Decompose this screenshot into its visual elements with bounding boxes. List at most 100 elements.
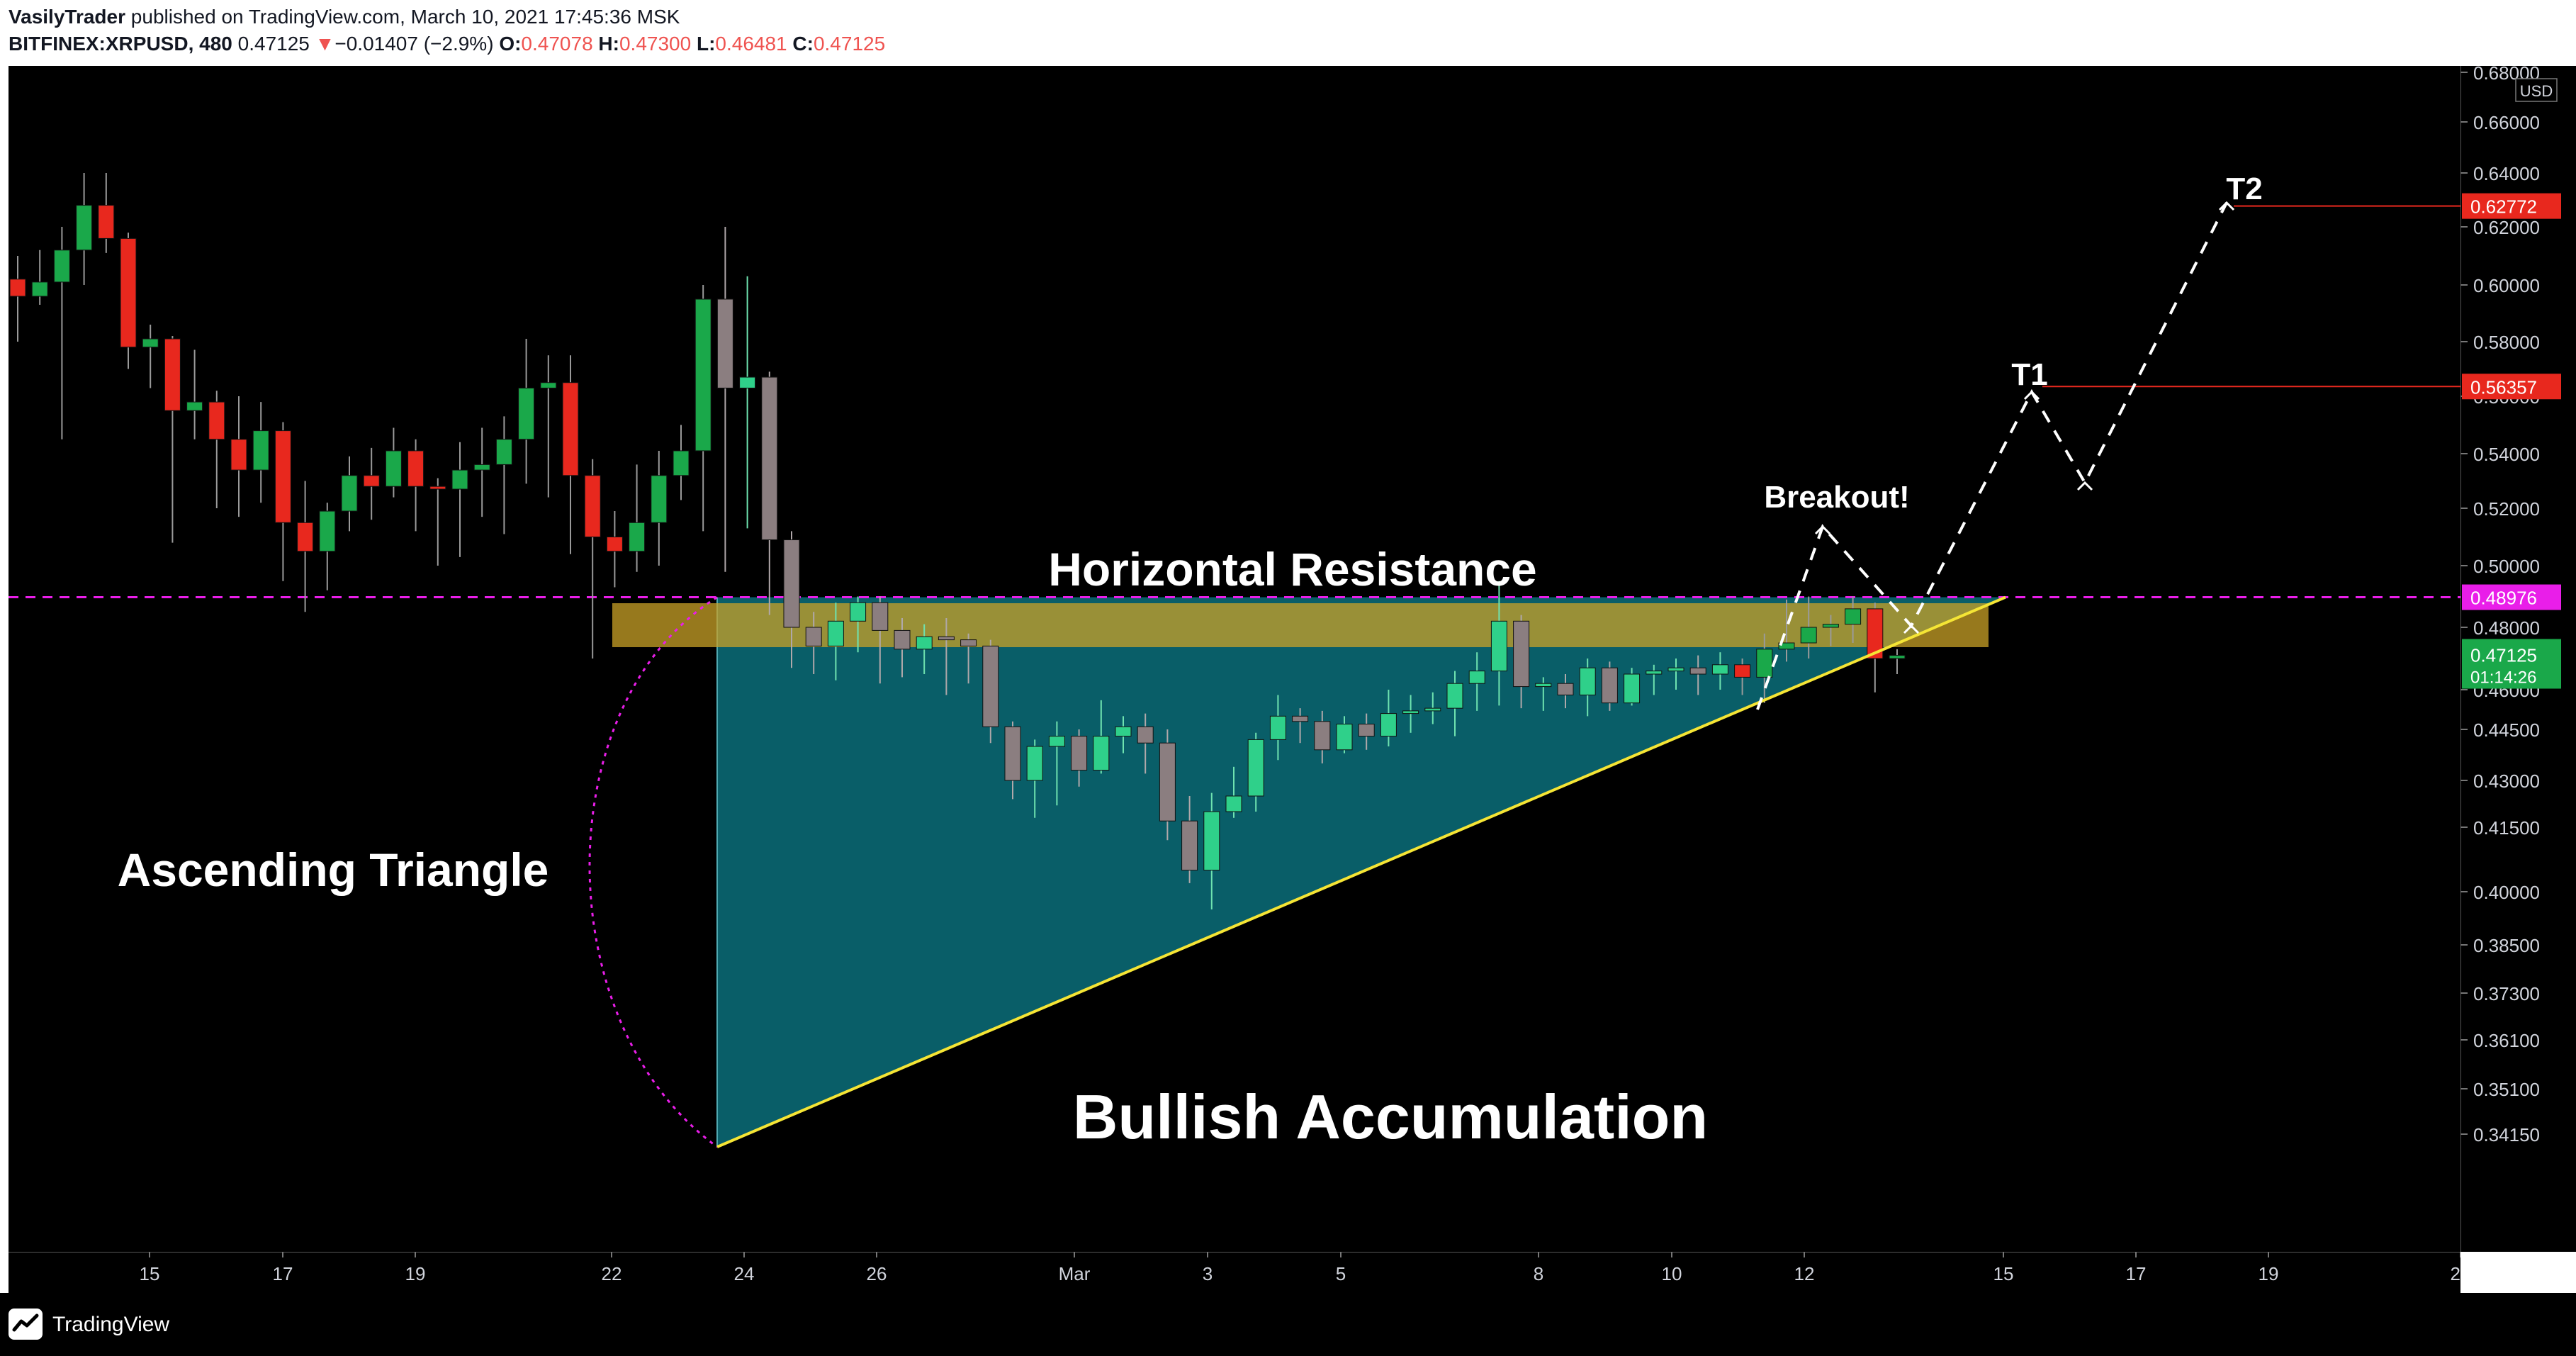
candle[interactable] — [1048, 721, 1065, 806]
candle[interactable] — [938, 617, 955, 695]
candle[interactable] — [1336, 716, 1353, 753]
candle[interactable] — [783, 531, 800, 668]
candle[interactable] — [142, 325, 159, 388]
tradingview-logo-icon[interactable] — [9, 1309, 43, 1340]
candle[interactable] — [1004, 721, 1021, 800]
candle[interactable] — [385, 427, 402, 498]
candle[interactable] — [274, 422, 291, 581]
candle[interactable] — [473, 427, 490, 517]
ascending-support-line[interactable] — [716, 595, 2006, 1148]
candle[interactable] — [805, 612, 822, 674]
price-axis-svg[interactable]: 0.680000.660000.640000.620000.600000.580… — [2460, 62, 2576, 1252]
candle[interactable] — [1424, 692, 1441, 724]
candle[interactable] — [1071, 729, 1088, 787]
projection-path[interactable] — [1756, 202, 2228, 710]
candle[interactable] — [761, 371, 778, 615]
candle[interactable] — [1800, 596, 1817, 659]
candle[interactable] — [1845, 596, 1862, 644]
candle[interactable] — [429, 478, 446, 566]
candle[interactable] — [1579, 659, 1596, 717]
candle[interactable] — [341, 456, 358, 532]
symbol-label[interactable]: BITFINEX:XRPUSD, 480 — [9, 33, 232, 55]
candle[interactable] — [1667, 659, 1684, 690]
label-bullish-accumulation[interactable]: Bullish Accumulation — [1073, 1082, 1708, 1152]
candle[interactable] — [872, 596, 889, 684]
candle[interactable] — [1181, 796, 1198, 883]
price-tag-t2[interactable]: 0.62772 — [2462, 193, 2561, 219]
candle[interactable] — [1446, 671, 1463, 736]
price-tag-t1[interactable]: 0.56357 — [2462, 374, 2561, 400]
candle[interactable] — [208, 391, 225, 508]
candle[interactable] — [629, 464, 646, 572]
candle[interactable] — [1711, 652, 1728, 690]
candle[interactable] — [739, 276, 756, 529]
candle[interactable] — [673, 425, 690, 500]
candle[interactable] — [1468, 652, 1485, 711]
candle[interactable] — [518, 339, 535, 484]
candle[interactable] — [98, 173, 115, 253]
candle[interactable] — [297, 481, 314, 612]
candle[interactable] — [53, 227, 70, 439]
candle[interactable] — [606, 511, 623, 588]
candle[interactable] — [1314, 710, 1331, 763]
candle[interactable] — [1380, 690, 1397, 746]
candle[interactable] — [319, 503, 336, 590]
price-chart[interactable]: Horizontal Resistance Ascending Triangle B… — [9, 66, 2460, 1252]
candle[interactable] — [894, 617, 911, 678]
candle[interactable] — [186, 349, 203, 439]
label-horizontal-resistance[interactable]: Horizontal Resistance — [1048, 543, 1537, 595]
candle[interactable] — [76, 173, 93, 285]
label-breakout[interactable]: Breakout! — [1764, 480, 1909, 515]
footer-brand[interactable]: TradingView — [52, 1313, 170, 1336]
candle[interactable] — [31, 250, 48, 305]
candle[interactable] — [960, 633, 977, 684]
candle[interactable] — [694, 285, 712, 532]
candle[interactable] — [1292, 708, 1309, 744]
candle[interactable] — [230, 396, 247, 517]
candle[interactable] — [1601, 661, 1618, 711]
candle[interactable] — [1624, 668, 1641, 706]
candle[interactable] — [1535, 677, 1552, 711]
candle[interactable] — [1756, 633, 1773, 703]
candle[interactable] — [716, 227, 733, 572]
candle[interactable] — [1734, 659, 1751, 695]
candle[interactable] — [1225, 766, 1242, 818]
candle[interactable] — [1137, 713, 1154, 774]
price-tag-level[interactable]: 0.48976 — [2462, 584, 2561, 610]
candle[interactable] — [562, 355, 579, 554]
candle[interactable] — [1889, 649, 1906, 674]
candle[interactable] — [120, 232, 137, 369]
time-axis[interactable]: 15 17 19 22 24 26 Mar 3 5 8 10 12 15 17 19 2 — [9, 1251, 2461, 1293]
candle[interactable] — [1402, 695, 1419, 733]
candle[interactable] — [1867, 603, 1884, 693]
candle[interactable] — [1026, 739, 1043, 818]
currency-badge[interactable]: USD — [2515, 78, 2558, 102]
candle[interactable] — [1203, 792, 1220, 909]
candle[interactable] — [363, 447, 380, 520]
candle[interactable] — [1778, 599, 1795, 662]
candle[interactable] — [1822, 615, 1839, 646]
time-axis-svg[interactable]: 15 17 19 22 24 26 Mar 3 5 8 10 12 15 17 19 2 — [9, 1251, 2461, 1293]
label-t1[interactable]: T1 — [2011, 357, 2047, 392]
candle[interactable] — [1115, 716, 1132, 753]
candle[interactable] — [1490, 581, 1507, 706]
candle[interactable] — [1159, 729, 1176, 841]
candle[interactable] — [1689, 655, 1706, 695]
candle[interactable] — [1513, 615, 1530, 709]
candle[interactable] — [9, 256, 26, 342]
candle[interactable] — [540, 355, 557, 498]
candle[interactable] — [651, 450, 668, 566]
candle[interactable] — [1093, 700, 1110, 774]
candle[interactable] — [407, 439, 424, 532]
candle[interactable] — [1269, 695, 1286, 761]
candle[interactable] — [982, 639, 999, 744]
candle[interactable] — [1358, 713, 1375, 750]
candle[interactable] — [584, 459, 601, 659]
candle[interactable] — [916, 624, 933, 674]
candle[interactable] — [451, 442, 468, 557]
label-ascending-triangle[interactable]: Ascending Triangle — [118, 844, 549, 896]
candle[interactable] — [164, 336, 181, 543]
candle[interactable] — [1557, 674, 1574, 709]
author-name[interactable]: VasilyTrader — [9, 6, 126, 28]
